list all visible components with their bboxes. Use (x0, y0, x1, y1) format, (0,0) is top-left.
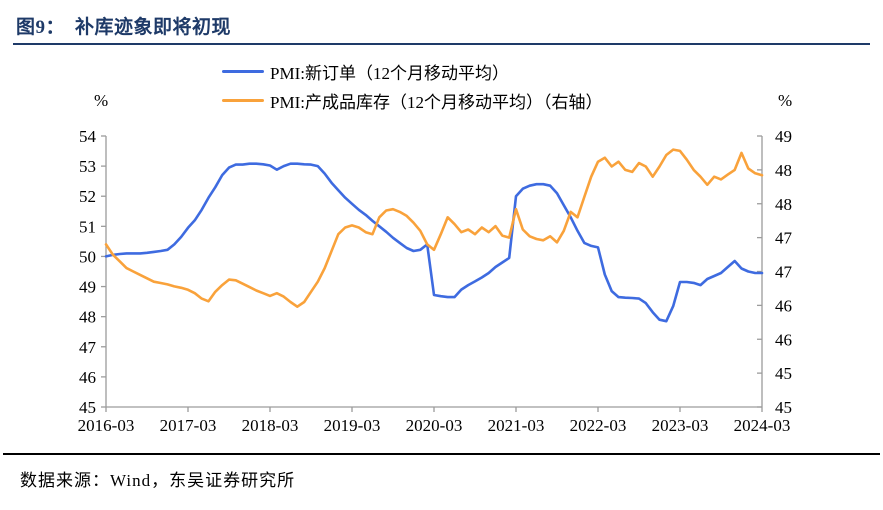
legend-line-swatch-blue (222, 70, 264, 73)
x-axis-tick-label: 2018-03 (242, 416, 299, 435)
x-axis-tick-label: 2017-03 (160, 416, 217, 435)
figure-number: 图9： (16, 17, 66, 38)
left-axis-tick-label: 48 (79, 308, 96, 327)
x-axis-tick-label: 2016-03 (78, 416, 135, 435)
x-axis-tick-label: 2023-03 (652, 416, 709, 435)
right-axis-tick-label: 48 (775, 195, 792, 214)
right-axis-tick-label: 47 (775, 229, 793, 248)
left-axis-tick-label: 53 (79, 157, 96, 176)
right-axis-unit: % (778, 91, 793, 110)
left-axis-tick-label: 54 (79, 127, 97, 146)
right-axis-tick-label: 46 (775, 330, 792, 349)
footer-divider (3, 453, 880, 455)
data-source-text: 数据来源：Wind，东吴证券研究所 (20, 471, 296, 490)
left-axis-unit: % (94, 91, 109, 110)
left-axis-tick-label: 46 (79, 368, 96, 387)
figure-title-text: 补库迹象即将初现 (75, 17, 232, 38)
title-divider (13, 43, 870, 45)
legend-item-inventory: PMI:产成品库存（12个月移动平均）（右轴） (222, 86, 602, 115)
legend-label-inventory: PMI:产成品库存（12个月移动平均）（右轴） (270, 93, 603, 112)
new-orders-series-line (104, 162, 764, 323)
right-axis-tick-label: 49 (775, 127, 792, 146)
legend-label-new-orders: PMI:新订单（12个月移动平均） (270, 64, 509, 83)
right-axis-tick-label: 47 (775, 263, 793, 282)
x-axis-tick-label: 2022-03 (570, 416, 627, 435)
right-axis-tick-label: 45 (775, 398, 792, 417)
x-axis-tick-label: 2019-03 (324, 416, 381, 435)
x-axis-tick-label: 2020-03 (406, 416, 463, 435)
inventory-series-line (104, 148, 764, 309)
right-axis-tick-label: 46 (775, 296, 792, 315)
legend-item-new-orders: PMI:新订单（12个月移动平均） (222, 57, 602, 86)
figure-title: 图9： 补库迹象即将初现 (16, 12, 231, 39)
legend-line-swatch-orange (222, 99, 264, 102)
left-axis-tick-label: 47 (79, 338, 97, 357)
left-axis-tick-label: 50 (79, 247, 96, 266)
left-axis-tick-label: 51 (79, 217, 96, 236)
left-axis-tick-label: 45 (79, 398, 96, 417)
chart-legend: PMI:新订单（12个月移动平均） PMI:产成品库存（12个月移动平均）（右轴… (222, 57, 602, 115)
left-axis-tick-label: 49 (79, 278, 96, 297)
x-axis-tick-label: 2024-03 (734, 416, 791, 435)
right-axis-tick-label: 48 (775, 161, 792, 180)
x-axis-tick-label: 2021-03 (488, 416, 545, 435)
left-axis-tick-label: 52 (79, 187, 96, 206)
right-axis-tick-label: 45 (775, 364, 792, 383)
